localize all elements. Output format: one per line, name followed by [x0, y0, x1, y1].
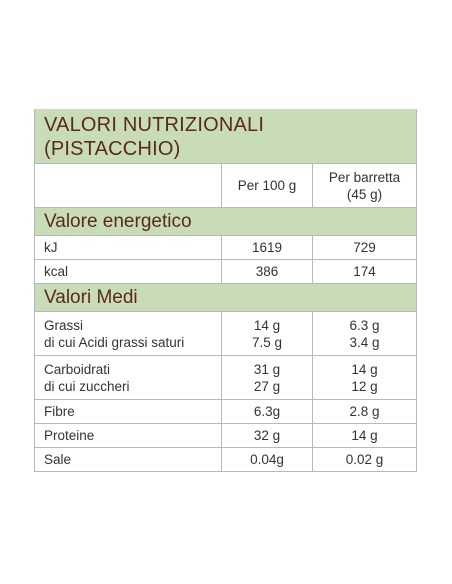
row-per100-sub: 27 g — [253, 378, 281, 394]
title-line-1: VALORI NUTRIZIONALI — [44, 114, 265, 136]
table-row-proteine: Proteine 32 g 14 g — [35, 423, 416, 447]
table-row-carboidrati: Carboidrati di cui zuccheri 31 g 27 g 14… — [35, 355, 416, 399]
row-label: kcal — [44, 264, 69, 279]
row-label: kJ — [44, 240, 58, 255]
row-label: Carboidrati — [44, 361, 111, 377]
row-sublabel: di cui zuccheri — [44, 378, 130, 394]
column-header-row: Per 100 g Per barretta (45 g) — [35, 163, 416, 207]
row-perbar: 6.3 g — [349, 317, 380, 333]
nutrition-table: VALORI NUTRIZIONALI (PISTACCHIO) Per 100… — [34, 109, 417, 472]
section-medi: Valori Medi — [35, 283, 416, 311]
section-energy: Valore energetico — [35, 207, 416, 235]
row-per100: 6.3g — [253, 404, 281, 419]
section-medi-label: Valori Medi — [44, 286, 138, 308]
row-per100: 32 g — [253, 428, 281, 443]
row-label: Proteine — [44, 428, 95, 443]
header-empty-cell — [35, 164, 221, 207]
header-per100-label: Per 100 g — [237, 178, 297, 193]
table-row-kcal: kcal 386 174 — [35, 259, 416, 283]
row-label: Fibre — [44, 404, 75, 419]
row-perbar: 729 — [353, 240, 376, 255]
row-perbar-sub: 12 g — [351, 378, 378, 394]
row-perbar: 2.8 g — [349, 404, 380, 419]
row-perbar: 14 g — [351, 361, 378, 377]
row-sublabel: di cui Acidi grassi saturi — [44, 334, 185, 350]
table-row-grassi: Grassi di cui Acidi grassi saturi 14 g 7… — [35, 311, 416, 355]
row-per100: 14 g — [253, 317, 281, 333]
row-perbar: 14 g — [351, 428, 378, 443]
row-perbar: 0.02 g — [345, 452, 384, 467]
row-per100: 386 — [255, 264, 279, 279]
table-title: VALORI NUTRIZIONALI (PISTACCHIO) — [35, 109, 416, 163]
row-per100: 0.04g — [250, 452, 284, 467]
table-row-kj: kJ 1619 729 — [35, 235, 416, 259]
row-per100-sub: 7.5 g — [251, 334, 283, 350]
row-per100: 31 g — [253, 361, 281, 377]
row-label: Sale — [44, 452, 72, 467]
header-perbar: Per barretta (45 g) — [312, 164, 416, 207]
title-line-2: (PISTACCHIO) — [44, 138, 181, 160]
row-label: Grassi — [44, 317, 84, 333]
table-row-sale: Sale 0.04g 0.02 g — [35, 447, 416, 471]
header-per100: Per 100 g — [221, 164, 312, 207]
section-energy-label: Valore energetico — [44, 210, 192, 232]
table-row-fibre: Fibre 6.3g 2.8 g — [35, 399, 416, 423]
header-perbar-line2: (45 g) — [346, 186, 383, 202]
row-perbar: 174 — [353, 264, 376, 279]
row-per100: 1619 — [251, 240, 283, 255]
row-perbar-sub: 3.4 g — [349, 334, 380, 350]
header-perbar-line1: Per barretta — [328, 169, 401, 185]
